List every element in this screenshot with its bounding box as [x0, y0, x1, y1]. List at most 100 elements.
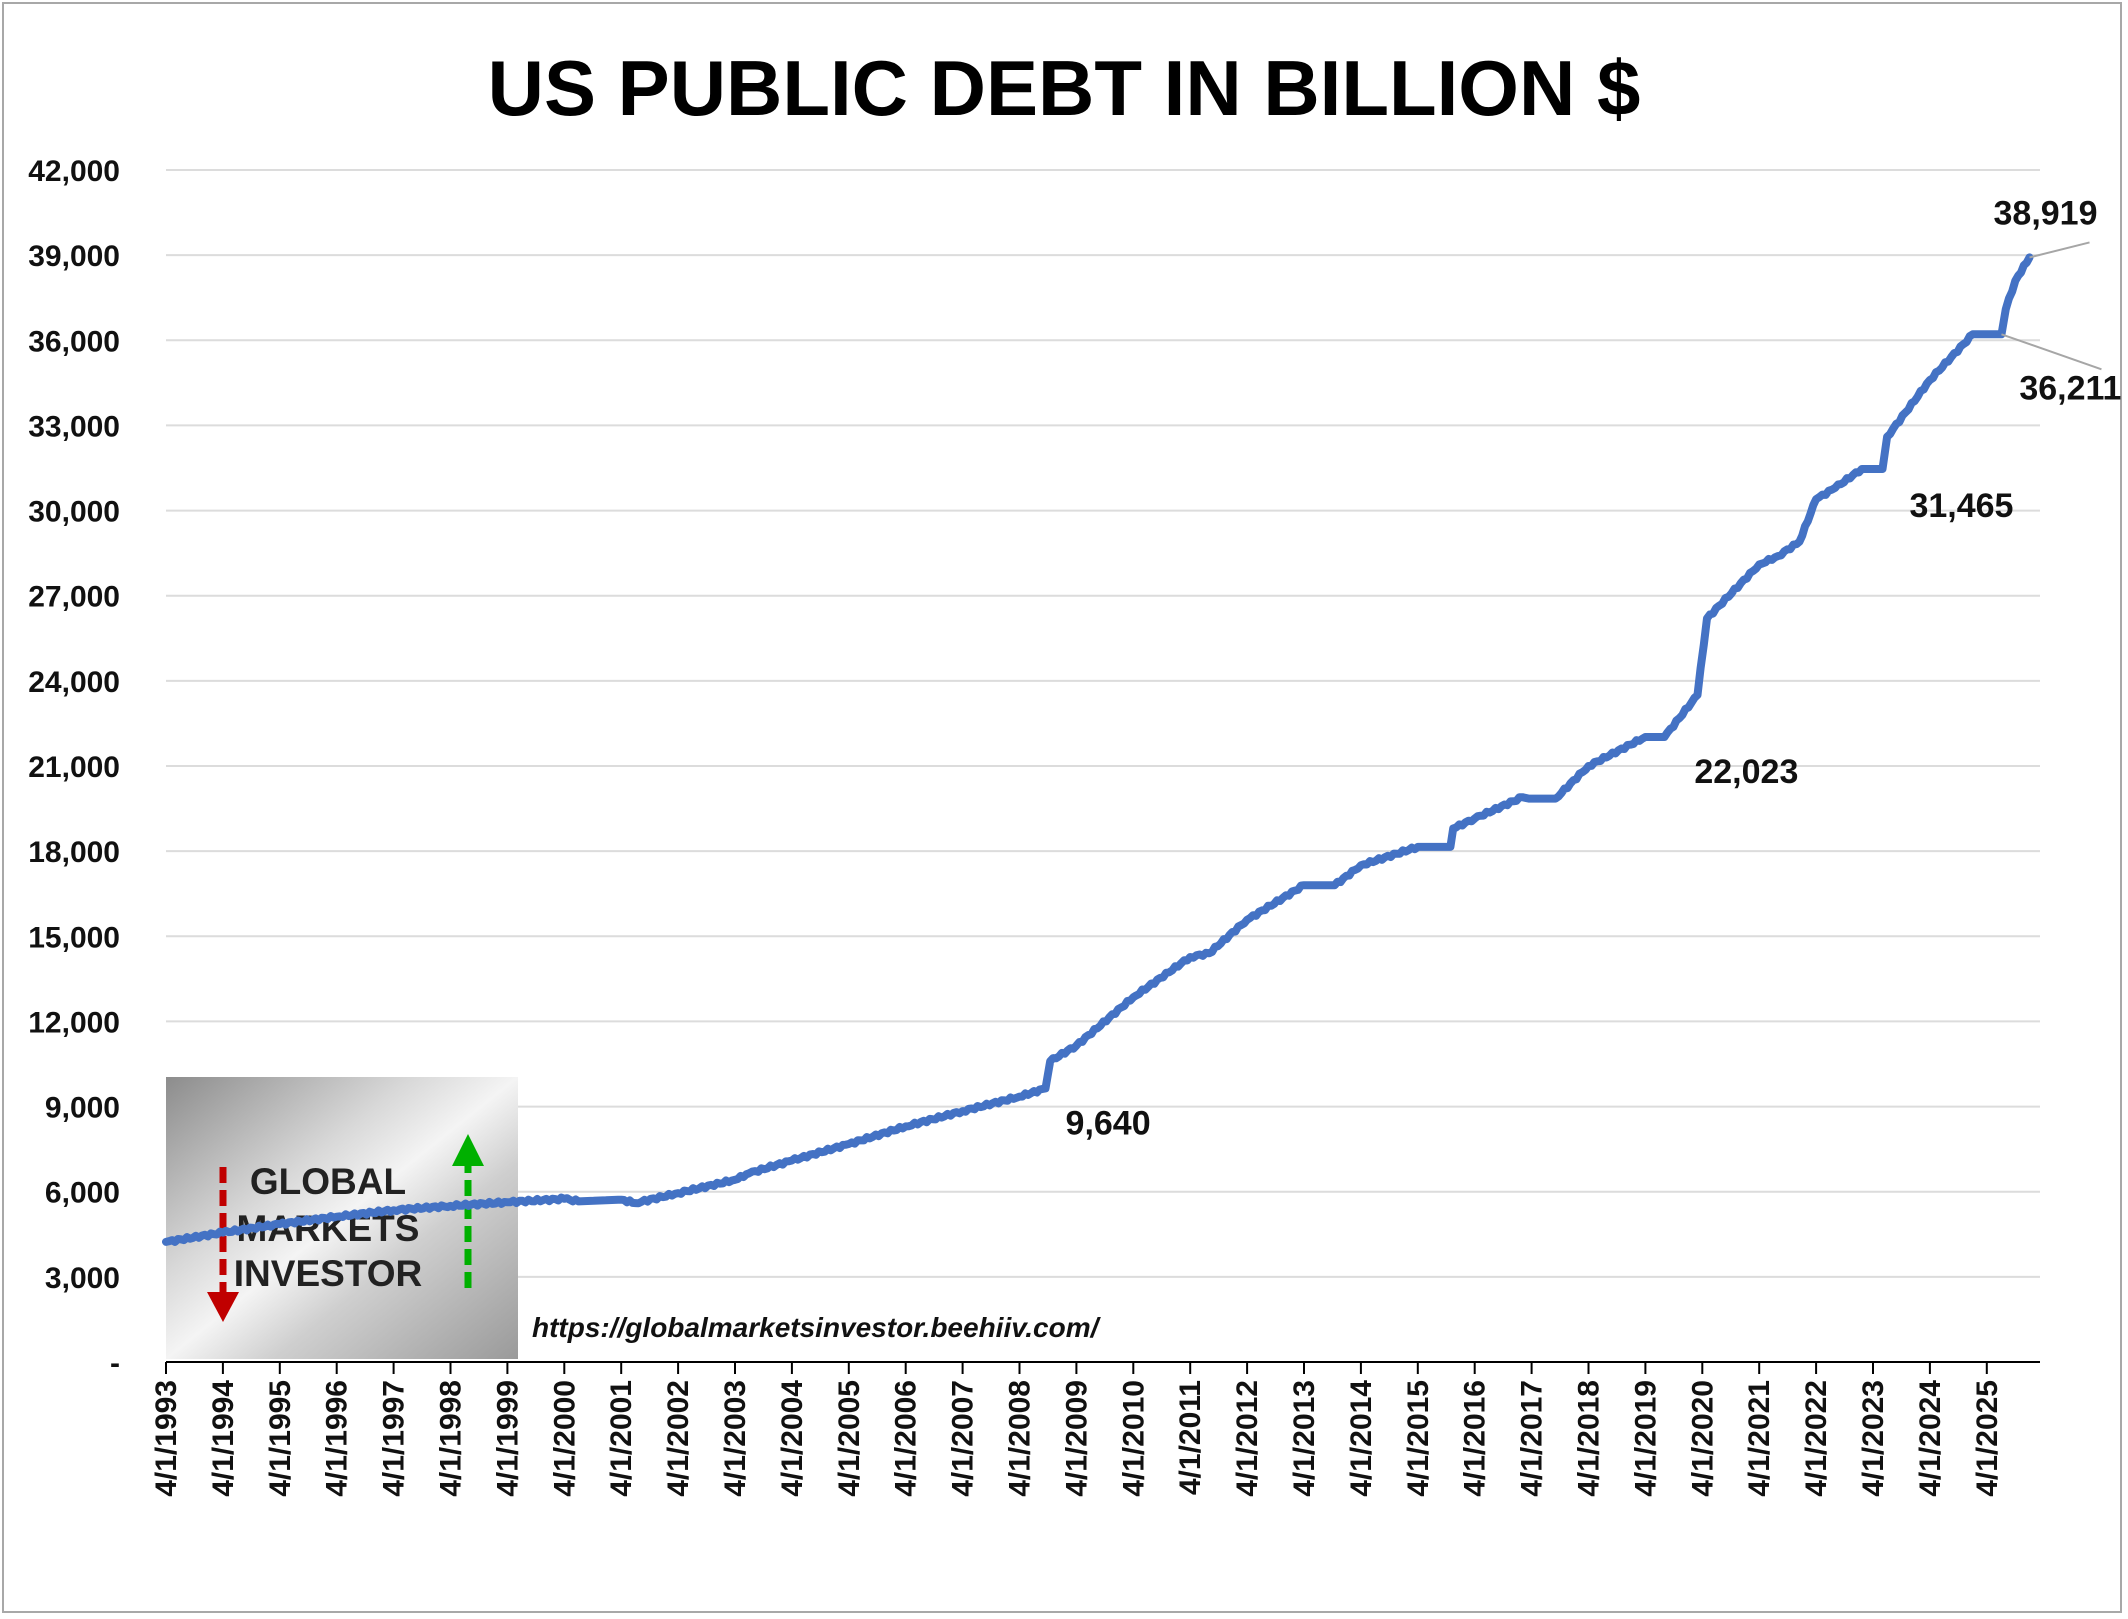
- x-tick-label: 4/1/1996: [321, 1380, 354, 1497]
- y-tick-label: 3,000: [45, 1262, 120, 1295]
- y-tick-label: 15,000: [28, 921, 120, 954]
- x-tick-label-group: 4/1/2005: [833, 1380, 866, 1497]
- x-tick-label: 4/1/2021: [1743, 1380, 1776, 1497]
- x-tick-label: 4/1/2002: [662, 1380, 695, 1497]
- x-tick-label: 4/1/2015: [1402, 1380, 1435, 1497]
- series-line: [162, 253, 2034, 1246]
- x-tick-label-group: 4/1/2019: [1629, 1380, 1662, 1497]
- annotation-label: 22,023: [1694, 753, 1798, 791]
- logo-line-1: GLOBAL: [250, 1161, 406, 1202]
- x-axis-ticks: 4/1/1993 4/1/1994 4/1/1995 4/1/1996 4/1/1997…: [150, 1362, 2004, 1497]
- x-tick-label-group: 4/1/2012: [1231, 1380, 1264, 1497]
- y-tick-label: 9,000: [45, 1092, 120, 1125]
- x-tick-label: 4/1/2025: [1971, 1380, 2004, 1497]
- x-tick-label-group: 4/1/2013: [1288, 1380, 1321, 1497]
- x-tick-label-group: 4/1/1997: [378, 1380, 411, 1497]
- x-tick-label: 4/1/1993: [150, 1380, 183, 1497]
- annotations: 9,640 22,023 31,465 36,211 38,919: [1066, 194, 2122, 1142]
- x-tick-label-group: 4/1/2010: [1117, 1380, 1150, 1497]
- x-tick-label: 4/1/1999: [491, 1380, 524, 1497]
- x-tick-label: 4/1/2007: [947, 1380, 980, 1497]
- x-tick-label-group: 4/1/2021: [1743, 1380, 1776, 1497]
- x-tick-label-group: 4/1/2004: [776, 1380, 809, 1497]
- y-tick-label: 6,000: [45, 1177, 120, 1210]
- annotation-leader-line: [2029, 241, 2090, 259]
- y-tick-label: 27,000: [28, 581, 120, 614]
- x-tick-label-group: 4/1/2001: [605, 1380, 638, 1497]
- annotation-label: 9,640: [1066, 1104, 1151, 1142]
- annotation-label: 38,919: [1994, 194, 2098, 232]
- x-tick-label: 4/1/2009: [1060, 1380, 1093, 1497]
- y-tick-label: 18,000: [28, 836, 120, 869]
- x-tick-label: 4/1/2023: [1857, 1380, 1890, 1497]
- x-tick-label: 4/1/2012: [1231, 1380, 1264, 1497]
- x-tick-label-group: 4/1/2024: [1914, 1380, 1947, 1497]
- x-tick-label: 4/1/2019: [1629, 1380, 1662, 1497]
- chart-title: US PUBLIC DEBT IN BILLION $: [488, 44, 1641, 132]
- x-tick-label-group: 4/1/1999: [491, 1380, 524, 1497]
- y-tick-label: 33,000: [28, 410, 120, 443]
- x-tick-label-group: 4/1/1998: [435, 1380, 468, 1497]
- x-tick-label-group: 4/1/2022: [1800, 1380, 1833, 1497]
- x-tick-label: 4/1/2013: [1288, 1380, 1321, 1497]
- x-tick-label-group: 4/1/1993: [150, 1380, 183, 1497]
- x-tick-label: 4/1/2006: [890, 1380, 923, 1497]
- x-tick-label: 4/1/2005: [833, 1380, 866, 1497]
- annotation-label: 31,465: [1909, 487, 2013, 525]
- logo-line-3: INVESTOR: [234, 1253, 422, 1294]
- x-tick-label: 4/1/2008: [1004, 1380, 1037, 1497]
- x-tick-label-group: 4/1/2023: [1857, 1380, 1890, 1497]
- x-tick-label: 4/1/2000: [548, 1380, 581, 1497]
- x-tick-label-group: 4/1/2018: [1573, 1380, 1606, 1497]
- y-tick-label: -: [110, 1347, 120, 1380]
- x-tick-label: 4/1/2018: [1573, 1380, 1606, 1497]
- x-tick-label-group: 4/1/2008: [1004, 1380, 1037, 1497]
- x-tick-label: 4/1/2022: [1800, 1380, 1833, 1497]
- x-tick-label-group: 4/1/2006: [890, 1380, 923, 1497]
- arrow-up-icon: [452, 1134, 484, 1288]
- x-tick-label: 4/1/2016: [1459, 1380, 1492, 1497]
- x-tick-label: 4/1/2001: [605, 1380, 638, 1497]
- y-tick-label: 39,000: [28, 240, 120, 273]
- y-tick-label: 30,000: [28, 496, 120, 529]
- arrow-down-icon: [207, 1167, 239, 1322]
- x-tick-label-group: 4/1/2009: [1060, 1380, 1093, 1497]
- x-tick-label-group: 4/1/2014: [1345, 1380, 1378, 1497]
- y-tick-label: 21,000: [28, 751, 120, 784]
- x-tick-label-group: 4/1/2003: [719, 1380, 752, 1497]
- x-tick-label-group: 4/1/2025: [1971, 1380, 2004, 1497]
- x-tick-label: 4/1/1995: [264, 1380, 297, 1497]
- x-tick-label: 4/1/2014: [1345, 1380, 1378, 1497]
- x-tick-label: 4/1/2004: [776, 1380, 809, 1497]
- x-tick-label-group: 4/1/2016: [1459, 1380, 1492, 1497]
- x-tick-label-group: 4/1/2002: [662, 1380, 695, 1497]
- x-tick-label: 4/1/2011: [1174, 1380, 1207, 1495]
- y-tick-label: 24,000: [28, 666, 120, 699]
- y-tick-label: 36,000: [28, 325, 120, 358]
- x-tick-label: 4/1/2017: [1516, 1380, 1549, 1497]
- x-tick-label-group: 4/1/1994: [207, 1380, 240, 1497]
- x-tick-label: 4/1/1998: [435, 1380, 468, 1497]
- x-tick-label-group: 4/1/1995: [264, 1380, 297, 1497]
- source-url: https://globalmarketsinvestor.beehiiv.co…: [532, 1312, 1102, 1343]
- annotation-leader-line: [2001, 333, 2102, 371]
- x-tick-label-group: 4/1/2000: [548, 1380, 581, 1497]
- y-tick-label: 12,000: [28, 1006, 120, 1039]
- x-tick-label-group: 4/1/2011: [1174, 1380, 1207, 1495]
- x-tick-label: 4/1/1994: [207, 1380, 240, 1497]
- y-axis-ticks: - 3,000 6,000 9,000 12,000 15,000 18,000 21,000…: [28, 155, 120, 1380]
- y-tick-label: 42,000: [28, 155, 120, 188]
- x-tick-label: 4/1/1997: [378, 1380, 411, 1497]
- annotation-label: 36,211: [2019, 369, 2121, 407]
- x-tick-label-group: 4/1/2007: [947, 1380, 980, 1497]
- x-tick-label-group: 4/1/2020: [1686, 1380, 1719, 1497]
- x-tick-label: 4/1/2020: [1686, 1380, 1719, 1497]
- x-tick-label-group: 4/1/2017: [1516, 1380, 1549, 1497]
- x-tick-label-group: 4/1/1996: [321, 1380, 354, 1497]
- x-tick-label-group: 4/1/2015: [1402, 1380, 1435, 1497]
- x-tick-label: 4/1/2024: [1914, 1380, 1947, 1497]
- x-tick-label: 4/1/2010: [1117, 1380, 1150, 1497]
- x-tick-label: 4/1/2003: [719, 1380, 752, 1497]
